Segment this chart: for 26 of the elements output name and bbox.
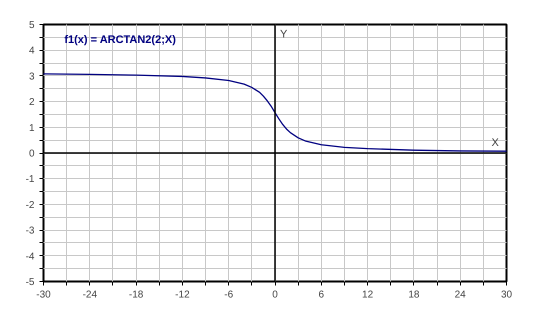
x-tick-label: -12: [175, 290, 190, 300]
x-tick-label: 24: [454, 290, 466, 300]
text: f1(x) = ARCTAN2(2;X): [64, 34, 176, 46]
x-tick-label: -24: [82, 290, 98, 300]
y-tick-label: -4: [26, 251, 35, 262]
y-tick-label: 0: [28, 148, 35, 160]
x-tick-label: 18: [408, 290, 420, 300]
x-tick-label: 6: [318, 290, 325, 300]
x-axis-title: X: [492, 137, 500, 149]
y-tick-label: -3: [26, 226, 35, 237]
y-tick-label: 5: [28, 20, 35, 31]
line-series: [44, 73, 506, 152]
y-tick-label: 3: [28, 71, 35, 82]
x-tick-label: -18: [128, 290, 144, 300]
y-tick-label: 2: [28, 97, 35, 108]
x-tick-label: -6: [224, 290, 234, 300]
y-axis-title: Y: [280, 28, 288, 40]
y-tick-label: 4: [28, 46, 35, 57]
x-tick-label: -30: [36, 290, 52, 300]
y-tick-label: 1: [28, 122, 35, 134]
x-tick-label: 12: [362, 290, 374, 300]
x-tick-label: 0: [272, 290, 278, 300]
x-tick-label: 30: [500, 290, 512, 300]
y-tick-label: -2: [26, 200, 35, 211]
y-tick-label: -5: [26, 277, 35, 288]
y-tick-label: -1: [26, 174, 35, 186]
